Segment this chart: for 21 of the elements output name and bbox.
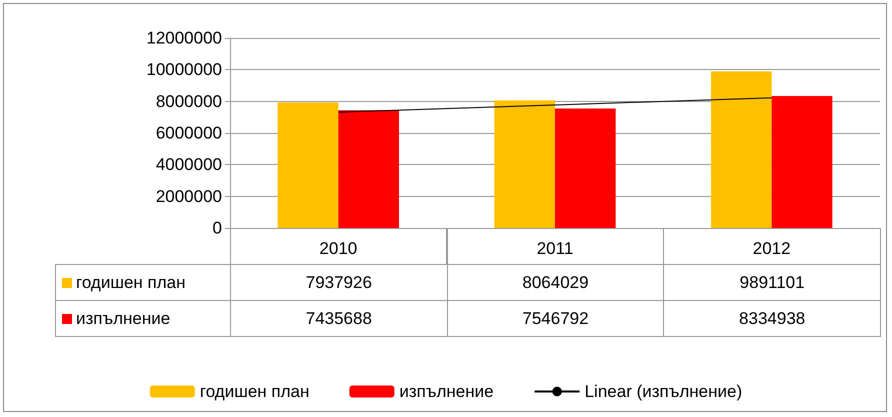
data-label: 7435688	[230, 300, 448, 336]
legend-label: Linear (изпълнение)	[584, 382, 742, 401]
data-label: 7937926	[230, 264, 448, 300]
y-tick-label: 8000000	[156, 92, 222, 111]
y-tick-label: 6000000	[156, 124, 222, 142]
data-label: 8334938	[664, 300, 880, 336]
legend-label: годишен план	[56, 264, 230, 300]
x-tick-label: 2012	[752, 239, 791, 258]
data-label: 7546792	[447, 300, 664, 336]
x-tick-label: 2011	[536, 239, 574, 258]
data-label: 9891101	[664, 264, 880, 300]
x-tick-label: 2010	[319, 239, 358, 258]
legend-label: изпълнение	[399, 382, 494, 401]
data-label: 8064029	[447, 264, 664, 300]
text: изпълнение	[76, 308, 170, 328]
y-tick-label: 4000000	[156, 155, 222, 174]
text: годишен план	[200, 382, 310, 401]
y-tick-label: 0	[212, 218, 222, 238]
y-tick-label: 12000000	[146, 28, 222, 48]
y-tick-label: 2000000	[156, 186, 222, 206]
y-tick-label: 10000000	[146, 60, 222, 80]
